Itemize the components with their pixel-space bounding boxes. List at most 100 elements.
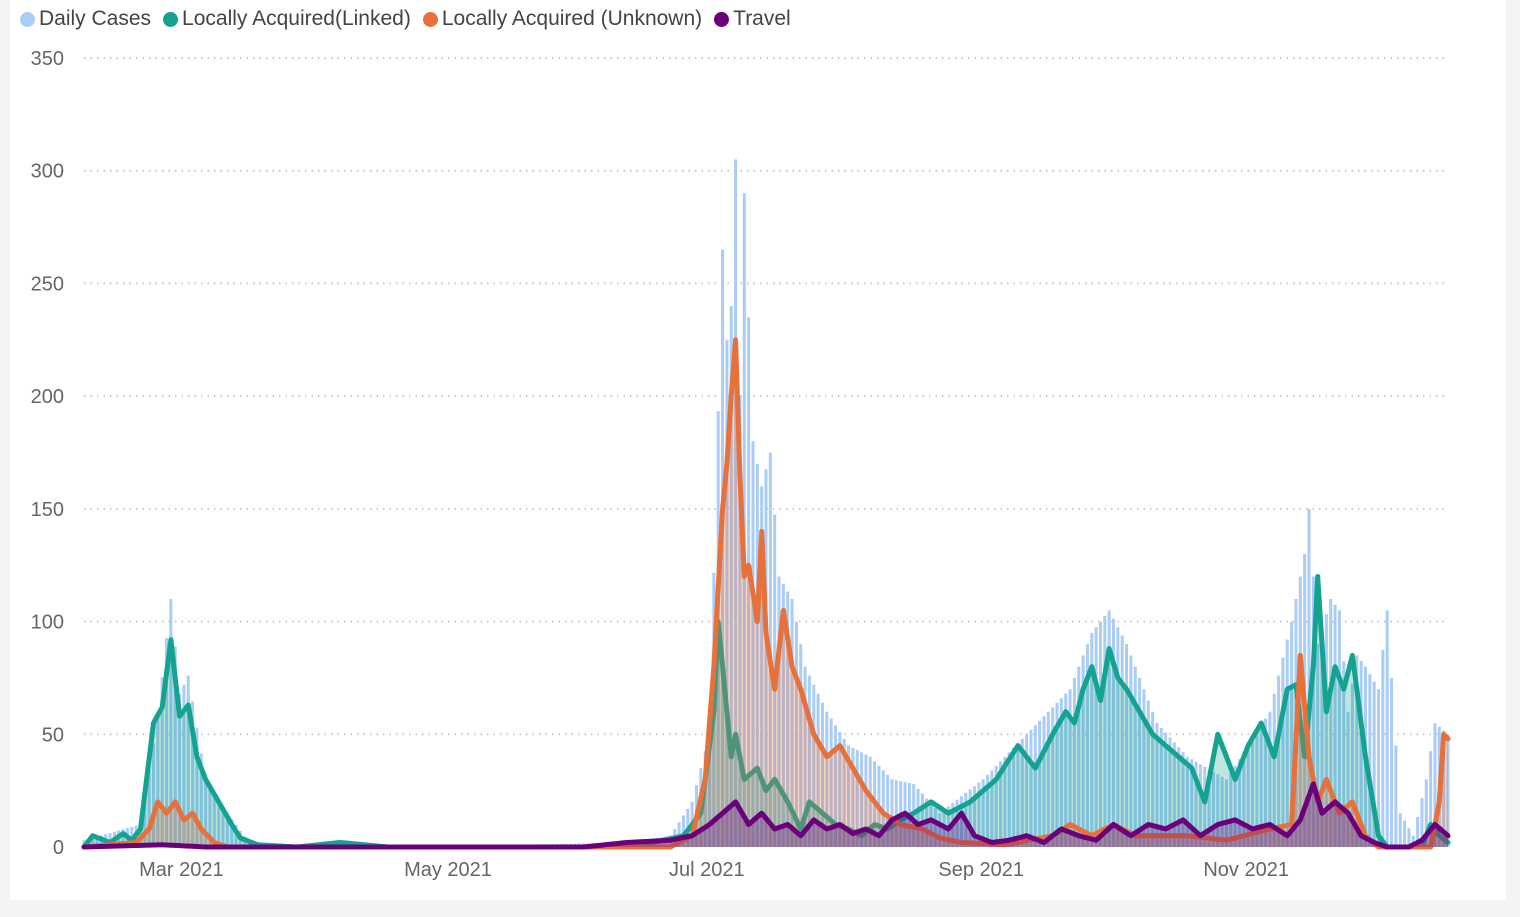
daily-cases-bar[interactable]	[1237, 759, 1242, 847]
daily-cases-bar[interactable]	[1220, 776, 1224, 847]
daily-cases-bar[interactable]	[1246, 745, 1250, 847]
daily-cases-bar[interactable]	[708, 734, 712, 847]
daily-cases-bar[interactable]	[794, 621, 798, 847]
daily-cases-bar[interactable]	[151, 743, 156, 847]
daily-cases-bar[interactable]	[1420, 798, 1424, 847]
daily-cases-bar[interactable]	[95, 836, 99, 847]
daily-cases-bar[interactable]	[1068, 689, 1072, 847]
daily-cases-bar[interactable]	[1181, 751, 1185, 847]
daily-cases-bar[interactable]	[91, 837, 95, 847]
daily-cases-bar[interactable]	[860, 752, 864, 847]
daily-cases-bar[interactable]	[173, 646, 177, 847]
daily-cases-bar[interactable]	[986, 774, 990, 847]
daily-cases-bar[interactable]	[1259, 725, 1263, 847]
daily-cases-bar[interactable]	[1059, 698, 1063, 847]
daily-cases-bar[interactable]	[1281, 657, 1285, 847]
daily-cases-bar[interactable]	[169, 599, 173, 847]
daily-cases-bar[interactable]	[933, 808, 937, 847]
daily-cases-bar[interactable]	[178, 693, 182, 847]
daily-cases-bar[interactable]	[1138, 677, 1142, 847]
daily-cases-bar[interactable]	[1081, 655, 1085, 847]
daily-cases-bar[interactable]	[838, 732, 842, 847]
legend-item-locally-acquired-linked[interactable]: Locally Acquired(Linked)	[163, 7, 411, 31]
daily-cases-bar[interactable]	[729, 305, 733, 847]
daily-cases-bar[interactable]	[807, 675, 811, 847]
daily-cases-bar[interactable]	[1429, 751, 1433, 847]
daily-cases-bar[interactable]	[1333, 604, 1337, 847]
daily-cases-bar[interactable]	[812, 684, 816, 847]
daily-cases-bar[interactable]	[994, 765, 998, 847]
daily-cases-bar[interactable]	[1446, 734, 1450, 847]
daily-cases-bar[interactable]	[1376, 689, 1381, 847]
daily-cases-bar[interactable]	[972, 786, 977, 847]
daily-cases-bar[interactable]	[938, 813, 942, 847]
daily-cases-bar[interactable]	[1277, 675, 1281, 847]
daily-cases-bar[interactable]	[1003, 756, 1007, 847]
daily-cases-bar[interactable]	[790, 599, 794, 847]
daily-cases-bar[interactable]	[1077, 666, 1081, 847]
daily-cases-bar[interactable]	[1164, 732, 1168, 847]
daily-cases-bar[interactable]	[212, 792, 216, 847]
daily-cases-bar[interactable]	[1385, 610, 1389, 847]
daily-cases-bar[interactable]	[230, 819, 234, 847]
daily-cases-bar[interactable]	[1190, 759, 1194, 847]
daily-cases-bar[interactable]	[1394, 745, 1398, 847]
daily-cases-bar[interactable]	[1251, 738, 1255, 847]
travel-line[interactable]	[81, 781, 1451, 850]
daily-cases-bar[interactable]	[1146, 700, 1150, 847]
daily-cases-bar[interactable]	[1133, 666, 1137, 847]
daily-cases-bar[interactable]	[894, 780, 898, 847]
daily-cases-bar[interactable]	[1342, 661, 1346, 847]
daily-cases-bar[interactable]	[786, 591, 790, 847]
daily-cases-bar[interactable]	[182, 684, 186, 847]
daily-cases-bar[interactable]	[1411, 835, 1415, 847]
daily-cases-bar[interactable]	[143, 797, 147, 847]
daily-cases-bar[interactable]	[847, 745, 851, 847]
daily-cases-bar[interactable]	[864, 754, 868, 847]
daily-cases-bar[interactable]	[1355, 655, 1359, 847]
daily-cases-bar[interactable]	[1337, 610, 1341, 847]
daily-cases-bar[interactable]	[755, 463, 759, 847]
daily-cases-bar[interactable]	[1155, 723, 1159, 847]
daily-cases-bar[interactable]	[1359, 661, 1363, 847]
daily-cases-bar[interactable]	[751, 441, 755, 847]
daily-cases-bar[interactable]	[1103, 615, 1107, 847]
daily-cases-bar[interactable]	[1207, 769, 1211, 847]
daily-cases-bar[interactable]	[1211, 771, 1215, 847]
daily-cases-bar[interactable]	[1442, 730, 1446, 847]
daily-cases-bar[interactable]	[1042, 716, 1046, 847]
daily-cases-bar[interactable]	[160, 677, 164, 847]
daily-cases-bar[interactable]	[1038, 720, 1042, 847]
daily-cases-bar[interactable]	[191, 701, 195, 847]
daily-cases-bar[interactable]	[1012, 747, 1016, 847]
daily-cases-bar[interactable]	[799, 644, 803, 847]
daily-cases-bar[interactable]	[1055, 702, 1059, 847]
daily-cases-bar[interactable]	[1329, 599, 1333, 847]
daily-cases-bar[interactable]	[803, 666, 807, 847]
daily-cases-bar[interactable]	[1255, 732, 1259, 847]
daily-cases-bar[interactable]	[1090, 632, 1094, 847]
daily-cases-bar[interactable]	[195, 727, 199, 847]
daily-cases-bar[interactable]	[829, 718, 833, 847]
daily-cases-bar[interactable]	[1029, 729, 1033, 847]
daily-cases-bar[interactable]	[990, 770, 994, 847]
daily-cases-bar[interactable]	[1203, 766, 1207, 847]
daily-cases-bar[interactable]	[1085, 644, 1089, 847]
daily-cases-bar[interactable]	[1185, 756, 1189, 847]
daily-cases-bar[interactable]	[1098, 621, 1102, 847]
daily-cases-bar[interactable]	[955, 799, 959, 847]
daily-cases-bar[interactable]	[186, 675, 190, 847]
daily-cases-bar[interactable]	[121, 829, 125, 847]
daily-cases-bar[interactable]	[851, 747, 855, 847]
daily-cases-bar[interactable]	[734, 159, 738, 847]
daily-cases-bar[interactable]	[977, 782, 981, 847]
daily-cases-bar[interactable]	[147, 770, 151, 847]
daily-cases-bar[interactable]	[781, 584, 785, 847]
daily-cases-bar[interactable]	[1324, 614, 1328, 847]
daily-cases-bar[interactable]	[1320, 629, 1324, 847]
daily-cases-bar[interactable]	[842, 738, 846, 847]
daily-cases-bar[interactable]	[217, 799, 221, 847]
daily-cases-bar[interactable]	[1198, 764, 1202, 847]
daily-cases-bar[interactable]	[1120, 635, 1124, 847]
daily-cases-bar[interactable]	[738, 396, 742, 847]
